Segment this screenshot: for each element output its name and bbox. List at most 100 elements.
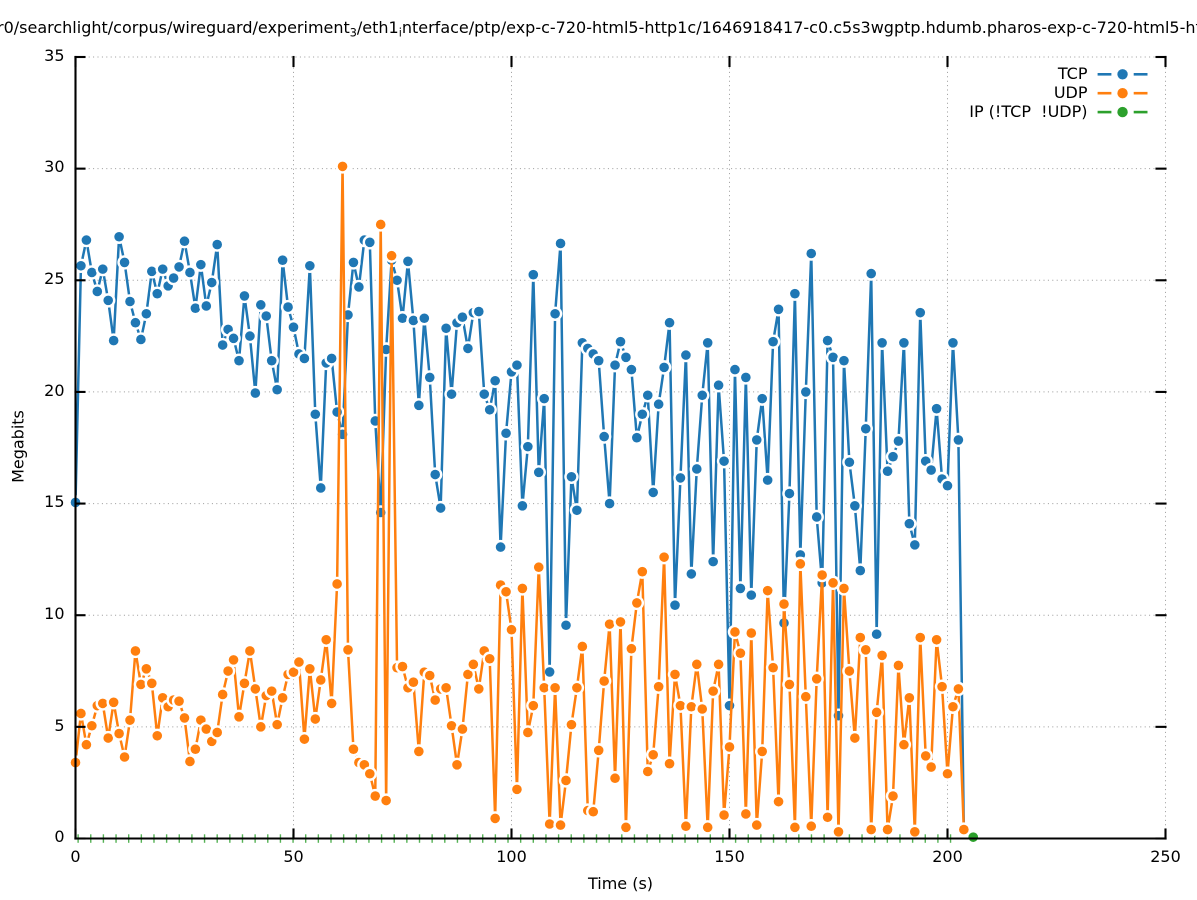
udp-marker [501, 586, 511, 597]
udp-marker [294, 657, 304, 667]
tcp-marker [942, 480, 953, 491]
x-tick-label-200: 200 [932, 847, 963, 866]
udp-marker [675, 700, 686, 711]
udp-marker [724, 742, 735, 752]
udp-marker [915, 632, 926, 643]
tcp-marker [599, 431, 609, 442]
udp-marker [533, 562, 544, 573]
udp-marker [136, 679, 146, 690]
tcp-marker [860, 423, 871, 434]
y-tick-label-0: 0 [54, 827, 65, 847]
tcp-marker [697, 390, 708, 401]
udp-marker [125, 715, 135, 725]
udp-marker [152, 730, 163, 741]
udp-marker [266, 686, 277, 696]
tcp-marker [899, 338, 909, 348]
tcp-marker [283, 302, 293, 312]
udp-marker [321, 634, 332, 645]
tcp-marker [751, 435, 762, 445]
udp-marker [692, 659, 702, 670]
tcp-marker [103, 295, 113, 306]
udp-marker [119, 752, 130, 762]
udp-marker [544, 819, 555, 829]
tcp-marker [686, 569, 697, 579]
udp-marker [904, 693, 915, 703]
tcp-marker [354, 282, 364, 292]
tcp-marker [490, 375, 500, 386]
udp-marker [746, 628, 757, 638]
udp-marker [239, 678, 250, 689]
series-udp [68, 159, 972, 839]
udp-marker [326, 698, 337, 709]
tcp-marker [637, 409, 648, 420]
udp-marker [860, 645, 871, 655]
tcp-marker [479, 389, 490, 399]
udp-marker [174, 696, 184, 706]
udp-marker [147, 678, 157, 689]
udp-marker [621, 822, 631, 833]
udp-marker [490, 813, 500, 824]
legend-label: UDP [1053, 83, 1088, 103]
tcp-marker [446, 389, 457, 399]
y-tick-label-35: 35 [44, 45, 65, 65]
tcp-marker [152, 288, 163, 299]
udp-marker [103, 733, 113, 743]
tcp-marker [141, 308, 152, 319]
tcp-marker [621, 352, 631, 363]
udp-marker [948, 701, 958, 712]
udp-marker [381, 795, 391, 806]
udp-marker [528, 700, 539, 711]
udp-marker [599, 676, 609, 686]
udp-marker [648, 749, 658, 760]
udp-marker [108, 697, 119, 708]
udp-marker [212, 727, 222, 738]
title-subscript: 3 [349, 26, 357, 40]
udp-marker [424, 670, 435, 681]
tcp-marker [266, 355, 277, 366]
udp-marker [245, 646, 255, 656]
tcp-marker [713, 380, 724, 391]
tcp-marker [692, 464, 702, 474]
udp-marker [468, 659, 479, 670]
tcp-marker [746, 590, 757, 600]
udp-marker [255, 722, 266, 732]
tcp-marker [261, 311, 272, 321]
udp-marker [550, 682, 560, 693]
x-tick-label-150: 150 [714, 847, 745, 866]
tcp-marker [626, 364, 637, 375]
udp-marker [757, 746, 767, 757]
udp-marker [97, 698, 108, 709]
tcp-marker [822, 335, 833, 346]
tcp-marker [185, 267, 195, 278]
udp-marker [920, 751, 931, 761]
udp-marker [332, 579, 342, 589]
tcp-marker [681, 350, 691, 360]
udp-marker [517, 583, 528, 594]
legend-label: IP (!TCP !UDP) [969, 102, 1088, 122]
tcp-marker [920, 456, 931, 466]
udp-marker [87, 720, 97, 731]
udp-marker [157, 693, 168, 703]
udp-marker [937, 681, 947, 692]
tcp-marker [561, 620, 571, 631]
udp-marker [441, 682, 451, 693]
tcp-marker [326, 353, 337, 364]
tcp-marker [501, 428, 511, 439]
udp-marker [446, 720, 457, 731]
udp-marker [512, 784, 522, 795]
tcp-marker [566, 471, 577, 482]
udp-marker [713, 659, 724, 670]
tcp-marker [539, 393, 549, 404]
tcp-marker [457, 312, 468, 322]
udp-marker [850, 733, 860, 743]
udp-marker [604, 619, 615, 629]
udp-marker [642, 766, 653, 777]
udp-marker [773, 796, 784, 807]
tcp-marker [828, 352, 838, 363]
tcp-marker [931, 403, 942, 414]
udp-marker [234, 712, 244, 722]
legend-sample-tcp [1097, 69, 1148, 80]
udp-marker [310, 714, 321, 724]
